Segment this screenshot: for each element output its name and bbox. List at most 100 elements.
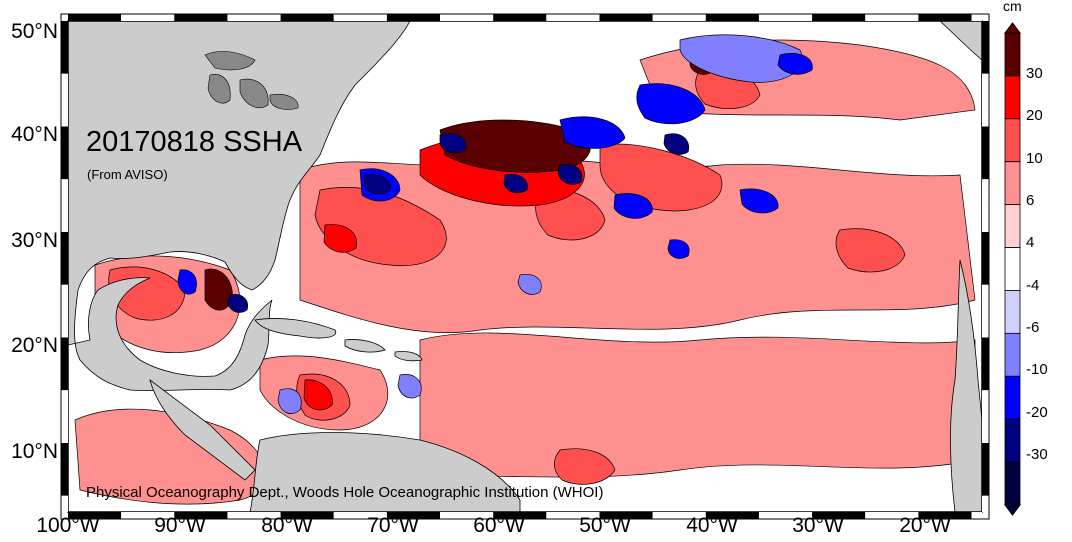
lat-label: 20°N [11, 334, 58, 357]
axis-border-segment [758, 14, 813, 21]
axis-border-segment [61, 495, 68, 512]
colorbar-label: 4 [1026, 234, 1035, 251]
axis-border-segment [546, 512, 600, 519]
colorbar-label: 6 [1026, 192, 1035, 209]
axis-border-segment [865, 512, 919, 519]
axis-border-segment [174, 512, 228, 519]
colorbar [1004, 22, 1021, 516]
axis-border-segment [652, 512, 706, 519]
colorbar-segment [1004, 247, 1021, 291]
axis-border-segment [280, 512, 334, 519]
map-credit: Physical Oceanography Dept., Woods Hole … [86, 484, 604, 501]
axis-border-segment [758, 512, 813, 519]
axis-border-segment [61, 126, 68, 180]
axis-border-segment [440, 14, 494, 21]
colorbar-segment [1004, 332, 1021, 377]
axis-border-segment [386, 14, 441, 21]
colorbar-top-arrow [1004, 22, 1021, 34]
axis-border-segment [227, 512, 281, 519]
lon-label: 100°W [36, 514, 100, 537]
axis-border-segment [61, 284, 68, 338]
axis-border-segment [493, 512, 547, 519]
axis-border-outline [60, 13, 990, 520]
axis-border-segment [971, 512, 982, 519]
axis-border-segment [61, 390, 68, 443]
colorbar-label: -30 [1026, 446, 1048, 463]
axis-border-segment [333, 14, 387, 21]
colorbar-segment [1004, 204, 1021, 248]
axis-border-segment [982, 443, 989, 496]
great-lakes [204, 51, 299, 110]
axis-border-segment [812, 512, 866, 519]
lat-label: 30°N [11, 229, 58, 252]
axis-border-segment [865, 14, 919, 21]
extreme-positive-anomaly [204, 56, 713, 311]
axis-border-segment [61, 232, 68, 285]
axis-border-segment [982, 73, 989, 127]
axis-border-segment [121, 512, 175, 519]
colorbar-segment [1004, 375, 1021, 420]
axis-border-segment [333, 512, 387, 519]
map-title: 20170818 SSHA [86, 126, 303, 158]
axis-border-segment [174, 14, 228, 21]
axis-border-segment [599, 14, 653, 21]
colorbar-label: 10 [1026, 150, 1043, 167]
axis-border-segment [812, 14, 866, 21]
colorbar-label: -4 [1026, 277, 1040, 294]
axis-border-segment [493, 14, 547, 21]
axis-border-segment [61, 21, 68, 74]
colorbar-segment [1004, 418, 1021, 463]
axis-border-segment [68, 14, 122, 21]
lon-label: 90°W [154, 514, 206, 537]
axis-border-segment [982, 390, 989, 443]
axis-border-segment [227, 14, 281, 21]
axis-border-segment [61, 443, 68, 496]
axis-border-segment [982, 337, 989, 391]
lat-label: 50°N [11, 20, 58, 43]
axis-border-segment [121, 14, 175, 21]
colorbar-segment [1004, 32, 1021, 77]
colorbar-segment [1004, 461, 1021, 506]
colorbar-label: -6 [1026, 319, 1040, 336]
lat-label: 10°N [11, 440, 58, 463]
axis-border-segment [705, 512, 759, 519]
colorbar-segment [1004, 75, 1021, 120]
axis-border-segment [705, 14, 759, 21]
axis-border-segment [982, 495, 989, 512]
colorbar-segment [1004, 118, 1021, 163]
axis-border-segment [982, 21, 989, 74]
axis-border-segment [386, 512, 441, 519]
colorbar-bottom-arrow [1004, 504, 1021, 516]
axis-border-segment [982, 179, 989, 232]
axis-border-segment [599, 512, 653, 519]
lon-label: 50°W [579, 514, 631, 537]
colorbar-label: 30 [1026, 65, 1043, 82]
axis-border-segment [440, 512, 494, 519]
extreme-negative-anomaly [227, 133, 690, 313]
axis-border [60, 13, 990, 520]
lon-label: 20°W [899, 514, 951, 537]
axis-border-segment [61, 337, 68, 391]
axis-border-segment [971, 14, 982, 21]
lon-label: 70°W [367, 514, 419, 537]
lon-label: 60°W [473, 514, 525, 537]
map-subtitle: (From AVISO) [87, 167, 168, 182]
colorbar-segment [1004, 290, 1021, 334]
lat-label: 40°N [11, 123, 58, 146]
axis-border-segment [918, 14, 972, 21]
colorbar-label: 20 [1026, 107, 1043, 124]
axis-border-segment [982, 232, 989, 285]
axis-border-segment [918, 512, 972, 519]
colorbar-unit: cm [1003, 0, 1022, 14]
axis-border-segment [652, 14, 706, 21]
axis-border-segment [61, 73, 68, 127]
axis-border-segment [280, 14, 334, 21]
colorbar-segment [1004, 161, 1021, 206]
land [68, 21, 982, 512]
lon-label: 40°W [686, 514, 738, 537]
axis-border-segment [61, 179, 68, 232]
axis-border-segment [982, 284, 989, 338]
lon-label: 30°W [792, 514, 844, 537]
lon-label: 80°W [261, 514, 313, 537]
